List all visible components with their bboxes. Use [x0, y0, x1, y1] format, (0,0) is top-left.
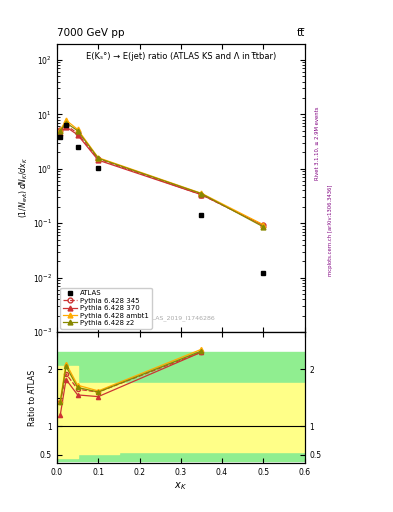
Text: tt̅: tt̅ [296, 28, 305, 38]
Text: 7000 GeV pp: 7000 GeV pp [57, 28, 125, 38]
Pythia 6.428 z2 [261, 224, 266, 230]
Line: Pythia 6.428 z2: Pythia 6.428 z2 [58, 120, 266, 229]
Pythia 6.428 370 [261, 222, 266, 228]
ATLAS [261, 270, 266, 276]
Pythia 6.428 ambt1 [96, 155, 101, 161]
Pythia 6.428 370 [75, 132, 80, 138]
Pythia 6.428 z2 [64, 120, 68, 126]
ATLAS [64, 121, 68, 127]
Line: Pythia 6.428 345: Pythia 6.428 345 [58, 123, 266, 228]
Pythia 6.428 z2 [199, 190, 204, 197]
Text: Rivet 3.1.10, ≥ 2.9M events: Rivet 3.1.10, ≥ 2.9M events [314, 106, 320, 180]
Pythia 6.428 z2 [96, 155, 101, 161]
Pythia 6.428 370 [58, 130, 62, 136]
Pythia 6.428 370 [64, 124, 68, 130]
Pythia 6.428 345 [64, 122, 68, 129]
Pythia 6.428 z2 [58, 127, 62, 134]
Pythia 6.428 370 [96, 157, 101, 163]
Y-axis label: $(1/N_\mathregular{evt})\,dN_K/dx_K$: $(1/N_\mathregular{evt})\,dN_K/dx_K$ [18, 157, 30, 219]
Pythia 6.428 ambt1 [58, 127, 62, 133]
Pythia 6.428 345 [58, 127, 62, 133]
Pythia 6.428 ambt1 [64, 117, 68, 123]
Pythia 6.428 ambt1 [75, 126, 80, 133]
Pythia 6.428 345 [75, 130, 80, 136]
Text: E(Kₛ°) → E(jet) ratio (ATLAS KS and Λ in t̅tbar): E(Kₛ°) → E(jet) ratio (ATLAS KS and Λ in… [86, 52, 276, 61]
Pythia 6.428 ambt1 [261, 222, 266, 228]
Y-axis label: Ratio to ATLAS: Ratio to ATLAS [28, 370, 37, 426]
Line: ATLAS: ATLAS [58, 122, 266, 276]
Pythia 6.428 345 [261, 222, 266, 228]
ATLAS [199, 212, 204, 219]
Pythia 6.428 345 [199, 191, 204, 198]
Line: Pythia 6.428 ambt1: Pythia 6.428 ambt1 [58, 118, 266, 227]
Pythia 6.428 345 [96, 156, 101, 162]
Text: mcplots.cern.ch [arXiv:1306.3436]: mcplots.cern.ch [arXiv:1306.3436] [328, 185, 333, 276]
Line: Pythia 6.428 370: Pythia 6.428 370 [58, 124, 266, 228]
X-axis label: $x_K$: $x_K$ [174, 480, 187, 492]
ATLAS [58, 134, 62, 140]
Pythia 6.428 370 [199, 191, 204, 198]
ATLAS [96, 164, 101, 170]
ATLAS [75, 144, 80, 150]
Text: ATLAS_2019_I1746286: ATLAS_2019_I1746286 [145, 315, 216, 321]
Pythia 6.428 z2 [75, 127, 80, 134]
Pythia 6.428 ambt1 [199, 190, 204, 197]
Legend: ATLAS, Pythia 6.428 345, Pythia 6.428 370, Pythia 6.428 ambt1, Pythia 6.428 z2: ATLAS, Pythia 6.428 345, Pythia 6.428 37… [61, 288, 152, 329]
